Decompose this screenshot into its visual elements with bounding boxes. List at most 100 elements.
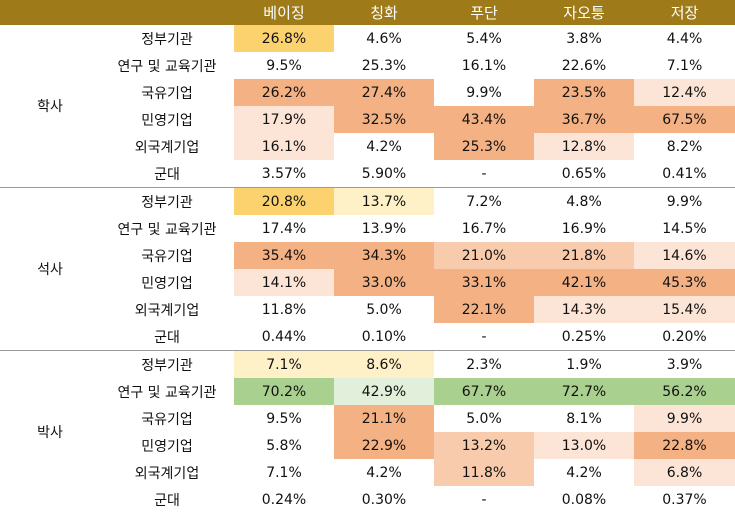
value-cell: 13.9%	[361, 220, 407, 237]
value-cell: 16.1%	[234, 133, 334, 160]
header-col-tsinghua: 칭화	[334, 0, 434, 25]
institution-label: 외국계기업	[134, 139, 200, 156]
institution-label: 군대	[154, 166, 180, 183]
value-cell: 8.1%	[566, 410, 602, 427]
institution-label: 국유기업	[141, 85, 193, 102]
value-cell: -	[481, 328, 487, 345]
value-cell: 23.5%	[534, 79, 634, 106]
value-cell: 1.9%	[534, 350, 634, 378]
value-cell: 22.8%	[634, 432, 735, 459]
value-cell: 21.8%	[534, 242, 634, 269]
value-cell: 5.0%	[366, 301, 402, 318]
value-cell: 6.8%	[634, 459, 735, 486]
value-cell: 67.7%	[434, 378, 534, 405]
table-row: 연구 및 교육기관 9.5% 25.3% 16.1% 22.6% 7.1%	[0, 52, 735, 79]
value-cell: 14.5%	[662, 220, 707, 237]
table-row: 외국계기업 7.1% 4.2% 11.8% 4.2% 6.8%	[0, 459, 735, 486]
value-cell: 7.1%	[234, 350, 334, 378]
value-cell: 0.41%	[662, 165, 707, 182]
value-cell: 32.5%	[334, 106, 434, 133]
value-cell: 5.4%	[466, 30, 502, 47]
value-cell: 14.6%	[634, 242, 735, 269]
value-cell: 5.90%	[361, 165, 407, 182]
value-cell: 0.25%	[561, 328, 607, 345]
header-inst	[100, 0, 234, 25]
value-cell: 17.9%	[234, 106, 334, 133]
table-row: 국유기업 9.5% 21.1% 5.0% 8.1% 9.9%	[0, 405, 735, 432]
table-row: 민영기업 14.1% 33.0% 33.1% 42.1% 45.3%	[0, 269, 735, 296]
value-cell: 36.7%	[534, 106, 634, 133]
table-row: 외국계기업 16.1% 4.2% 25.3% 12.8% 8.2%	[0, 133, 735, 160]
degree-label: 박사	[0, 350, 100, 513]
institution-label: 군대	[154, 492, 180, 509]
institution-label: 민영기업	[141, 438, 193, 455]
value-cell: 70.2%	[234, 378, 334, 405]
value-cell: 4.2%	[366, 138, 402, 155]
value-cell: 26.8%	[234, 25, 334, 52]
table-row: 국유기업 26.2% 27.4% 9.9% 23.5% 12.4%	[0, 79, 735, 106]
table-row: 민영기업 5.8% 22.9% 13.2% 13.0% 22.8%	[0, 432, 735, 459]
value-cell: 13.2%	[434, 432, 534, 459]
value-cell: 13.7%	[334, 187, 434, 215]
value-cell: 43.4%	[434, 106, 534, 133]
institution-label: 국유기업	[141, 248, 193, 265]
value-cell: 56.2%	[634, 378, 735, 405]
header-row: 베이징 칭화 푸단 자오퉁 저장	[0, 0, 735, 25]
value-cell: 26.2%	[234, 79, 334, 106]
institution-label: 민영기업	[141, 275, 193, 292]
degree-label: 석사	[0, 187, 100, 351]
value-cell: 13.0%	[534, 432, 634, 459]
value-cell: 4.6%	[366, 30, 402, 47]
header-col-beijing: 베이징	[234, 0, 334, 25]
value-cell: 9.9%	[634, 187, 735, 215]
institution-label: 정부기관	[141, 31, 193, 48]
value-cell: 5.8%	[266, 437, 302, 454]
table-row: 군대 0.44% 0.10% - 0.25% 0.20%	[0, 323, 735, 351]
value-cell: 25.3%	[434, 133, 534, 160]
table-row: 국유기업 35.4% 34.3% 21.0% 21.8% 14.6%	[0, 242, 735, 269]
table-row: 군대 0.24% 0.30% - 0.08% 0.37%	[0, 486, 735, 513]
value-cell: 16.9%	[561, 220, 607, 237]
value-cell: 67.5%	[634, 106, 735, 133]
header-col-jiaotong: 자오퉁	[534, 0, 634, 25]
value-cell: 9.9%	[634, 405, 735, 432]
table-row: 박사 정부기관 7.1% 8.6% 2.3% 1.9% 3.9%	[0, 350, 735, 513]
header-col-zhejiang: 저장	[634, 0, 735, 25]
value-cell: 20.8%	[234, 187, 334, 215]
value-cell: 22.9%	[334, 432, 434, 459]
value-cell: 35.4%	[234, 242, 334, 269]
header-corner	[0, 0, 100, 25]
value-cell: 7.2%	[434, 187, 534, 215]
institution-label: 연구 및 교육기관	[117, 58, 217, 75]
table-row: 군대 3.57% 5.90% - 0.65% 0.41%	[0, 160, 735, 188]
table-row: 민영기업 17.9% 32.5% 43.4% 36.7% 67.5%	[0, 106, 735, 133]
value-cell: 3.57%	[261, 165, 307, 182]
value-cell: 14.1%	[234, 269, 334, 296]
value-cell: 34.3%	[334, 242, 434, 269]
value-cell: 22.1%	[434, 296, 534, 323]
value-cell: 16.7%	[461, 220, 507, 237]
institution-label: 국유기업	[141, 411, 193, 428]
degree-label: 학사	[37, 99, 63, 115]
value-cell: 7.1%	[266, 464, 302, 481]
value-cell: 27.4%	[334, 79, 434, 106]
value-cell: 25.3%	[361, 57, 407, 74]
institution-label: 외국계기업	[134, 465, 200, 482]
value-cell: 42.9%	[334, 378, 434, 405]
value-cell: 7.1%	[666, 57, 703, 74]
value-cell: 5.0%	[466, 410, 502, 427]
value-cell: 9.9%	[466, 84, 502, 101]
value-cell: 0.37%	[662, 491, 707, 508]
value-cell: 8.2%	[666, 138, 703, 155]
value-cell: 3.8%	[566, 30, 602, 47]
value-cell: 4.4%	[666, 30, 703, 47]
institution-label: 민영기업	[141, 112, 193, 129]
value-cell: 15.4%	[634, 296, 735, 323]
value-cell: 3.9%	[634, 350, 735, 378]
value-cell: 42.1%	[534, 269, 634, 296]
institution-label: 연구 및 교육기관	[117, 384, 217, 401]
value-cell: 33.0%	[334, 269, 434, 296]
value-cell: 72.7%	[534, 378, 634, 405]
institution-label: 군대	[154, 329, 180, 346]
value-cell: 4.2%	[566, 464, 602, 481]
